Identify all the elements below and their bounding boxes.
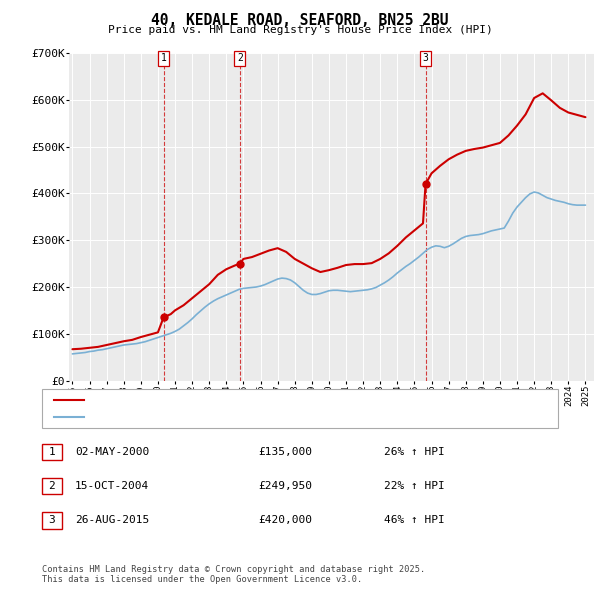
Text: £420,000: £420,000 bbox=[258, 516, 312, 525]
Text: £249,950: £249,950 bbox=[258, 481, 312, 491]
Text: HPI: Average price, semi-detached house, Lewes: HPI: Average price, semi-detached house,… bbox=[93, 412, 380, 422]
Text: 26-AUG-2015: 26-AUG-2015 bbox=[75, 516, 149, 525]
Text: 3: 3 bbox=[49, 516, 55, 525]
Text: 40, KEDALE ROAD, SEAFORD, BN25 2BU (semi-detached house): 40, KEDALE ROAD, SEAFORD, BN25 2BU (semi… bbox=[93, 395, 443, 405]
Text: 26% ↑ HPI: 26% ↑ HPI bbox=[384, 447, 445, 457]
Text: 1: 1 bbox=[161, 53, 167, 63]
Text: Contains HM Land Registry data © Crown copyright and database right 2025.
This d: Contains HM Land Registry data © Crown c… bbox=[42, 565, 425, 584]
Text: 40, KEDALE ROAD, SEAFORD, BN25 2BU: 40, KEDALE ROAD, SEAFORD, BN25 2BU bbox=[151, 13, 449, 28]
Text: 2: 2 bbox=[49, 481, 55, 491]
Text: 22% ↑ HPI: 22% ↑ HPI bbox=[384, 481, 445, 491]
Text: 3: 3 bbox=[422, 53, 428, 63]
Text: 1: 1 bbox=[49, 447, 55, 457]
Text: 2: 2 bbox=[237, 53, 243, 63]
Text: Price paid vs. HM Land Registry's House Price Index (HPI): Price paid vs. HM Land Registry's House … bbox=[107, 25, 493, 35]
Text: 46% ↑ HPI: 46% ↑ HPI bbox=[384, 516, 445, 525]
Text: 15-OCT-2004: 15-OCT-2004 bbox=[75, 481, 149, 491]
Text: £135,000: £135,000 bbox=[258, 447, 312, 457]
Text: 02-MAY-2000: 02-MAY-2000 bbox=[75, 447, 149, 457]
